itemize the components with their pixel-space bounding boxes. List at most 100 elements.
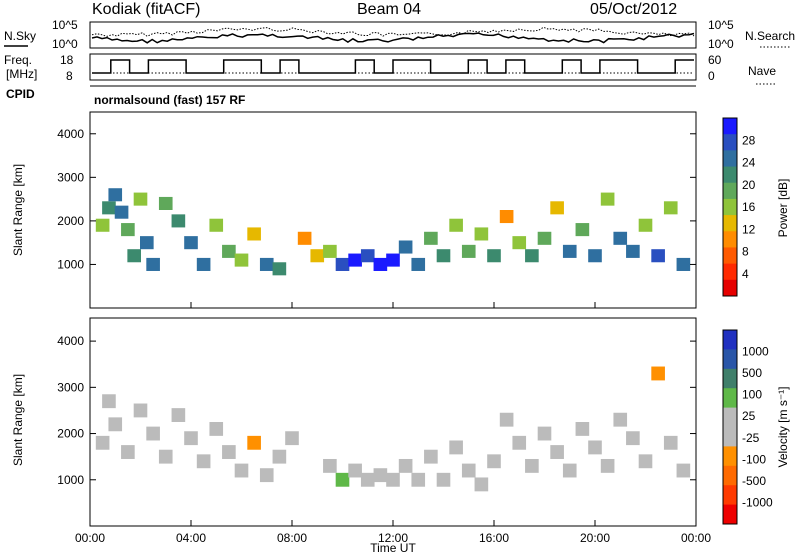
freq-unit-label: [MHz] (6, 67, 37, 81)
noise-sky-trace (91, 32, 695, 44)
power-colorbar-ticks: 28 24 20 16 12 8 4 (742, 133, 756, 281)
power-cell (102, 201, 116, 215)
power-cell (146, 257, 160, 271)
velocity-cell (102, 394, 116, 409)
power-cell (638, 218, 653, 232)
velocity-cell (335, 472, 350, 487)
x-tick-label: 16:00 (479, 531, 509, 545)
power-colorbar: 28 24 20 16 12 8 4 Power [dB] (722, 117, 790, 297)
velocity-cell (474, 477, 489, 492)
power-x-ticks (89, 302, 697, 308)
power-colorbar-block (723, 134, 737, 151)
noise-right-tick-bottom: 10^0 (708, 37, 734, 51)
power-colorbar-block (723, 182, 737, 200)
freq-panel-frame (89, 53, 697, 81)
power-colorbar-tick-label: 16 (742, 200, 756, 214)
velocity-cell (171, 408, 186, 422)
velocity-cell (512, 435, 527, 450)
freq-right-tick-top: 60 (708, 53, 722, 67)
velocity-cell (550, 445, 564, 459)
power-cell (663, 201, 678, 215)
velocity-cell (499, 412, 514, 427)
x-tick-label: 08:00 (277, 531, 307, 545)
power-colorbar-block (723, 150, 737, 168)
velocity-y-tick-label: 3000 (57, 380, 84, 394)
velocity-colorbar-tick-label: 500 (742, 366, 762, 380)
power-cell (171, 214, 186, 228)
velocity-colorbar-label: Velocity [m s⁻¹] (776, 386, 790, 467)
power-y-axis-label: Slant Range [km] (11, 164, 25, 256)
velocity-colorbar-tick-label: 1000 (742, 345, 769, 359)
velocity-x-ticks: 00:00 04:00 08:00 12:00 16:00 20:00 00:00 (75, 520, 711, 545)
power-cell (127, 249, 141, 263)
power-colorbar-tick-label: 24 (742, 156, 756, 170)
velocity-colorbar-block (723, 446, 737, 467)
power-cell (310, 249, 325, 263)
power-y-ticks: 1000 2000 3000 4000 (57, 127, 696, 271)
velocity-cell (95, 435, 110, 450)
power-cell (386, 253, 400, 267)
velocity-cell (487, 454, 501, 469)
x-tick-label: 20:00 (580, 531, 610, 545)
power-cell (626, 244, 640, 258)
power-cell (512, 236, 527, 250)
power-cell (537, 231, 552, 245)
power-cells (95, 188, 691, 276)
velocity-colorbar-ticks: 1000 500 100 25 -25 -100 -500 -1000 (742, 345, 773, 510)
power-cell (550, 201, 564, 215)
velocity-cell (600, 458, 615, 473)
velocity-cell (588, 440, 602, 455)
power-cell (436, 249, 451, 263)
power-cell (373, 257, 388, 271)
power-cell (272, 262, 287, 276)
power-cell (600, 192, 615, 206)
velocity-colorbar-frame (722, 329, 738, 525)
velocity-colorbar-block (723, 330, 737, 350)
power-cell (348, 253, 362, 267)
velocity-colorbar-tick-label: -500 (742, 474, 766, 488)
velocity-cell (411, 472, 426, 487)
power-cell (297, 231, 312, 245)
velocity-colorbar-block (723, 465, 737, 486)
velocity-cell (247, 435, 261, 450)
power-cell (196, 257, 211, 271)
power-cell (140, 236, 154, 250)
power-cell (209, 218, 224, 232)
power-panel: 1000 2000 3000 4000 Slant Range [km] (11, 111, 697, 309)
x-tick-label: 00:00 (75, 531, 105, 545)
cpid-text: normalsound (fast) 157 RF (94, 93, 245, 107)
velocity-y-ticks: 1000 2000 3000 4000 (57, 334, 696, 487)
power-cell (575, 223, 590, 237)
velocity-cell (121, 445, 135, 459)
power-cell (133, 192, 148, 206)
power-y-tick-label: 4000 (57, 127, 84, 141)
velocity-cell (323, 458, 337, 473)
power-cell (184, 236, 198, 250)
velocity-y-axis-label: Slant Range [km] (11, 374, 25, 466)
velocity-cells (95, 366, 691, 492)
velocity-cell (449, 440, 463, 455)
x-tick-label: 04:00 (176, 531, 206, 545)
power-cell (651, 249, 665, 263)
power-cell (562, 244, 577, 258)
velocity-colorbar-block (723, 485, 737, 506)
freq-panel: Freq. [MHz] 18 8 60 0 Nave (4, 53, 776, 85)
power-colorbar-frame (722, 117, 738, 297)
power-cell (121, 223, 135, 237)
velocity-cell (663, 435, 678, 450)
power-cell (259, 257, 274, 271)
power-cell (108, 188, 123, 202)
power-colorbar-block (723, 166, 737, 184)
power-colorbar-tick-label: 8 (742, 245, 749, 259)
power-colorbar-tick-label: 4 (742, 267, 749, 281)
x-tick-label: 12:00 (378, 531, 408, 545)
velocity-cell (626, 431, 640, 446)
power-y-tick-label: 3000 (57, 170, 84, 184)
velocity-colorbar-block (723, 407, 737, 428)
power-colorbar-block (723, 279, 737, 297)
power-cell (247, 227, 261, 241)
velocity-cell (234, 463, 249, 478)
power-cell (676, 257, 691, 271)
velocity-cell (424, 449, 438, 464)
